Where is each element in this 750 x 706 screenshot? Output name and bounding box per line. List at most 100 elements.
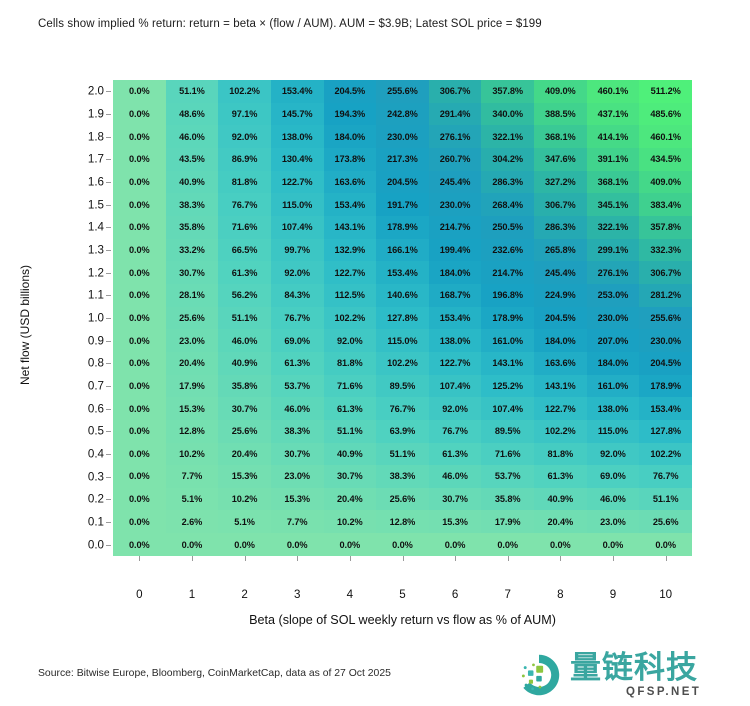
- y-axis-tick-label: 1.9: [87, 107, 104, 121]
- y-axis-tick-mark: [106, 136, 111, 138]
- y-axis-tick-label: 1.5: [87, 198, 104, 212]
- heatmap-cell: 0.0%: [428, 533, 482, 556]
- heatmap-cell: 511.2%: [639, 80, 692, 103]
- y-axis-tick-label: 0.2: [87, 492, 104, 506]
- x-axis-tick-label: 5: [399, 588, 406, 601]
- heatmap-cell: 51.1%: [323, 419, 377, 443]
- heatmap-cell: 299.1%: [586, 238, 640, 262]
- heatmap-cell: 357.8%: [639, 215, 692, 239]
- heatmap-cell: 143.1%: [481, 351, 534, 375]
- heatmap-row: 0.0% 38.3% 76.7% 115.0% 153.4% 191.7% 230.0% 26…: [113, 193, 692, 216]
- y-axis-title: Net flow (USD billions): [18, 264, 32, 386]
- heatmap-cell: 23.0%: [165, 329, 219, 352]
- x-axis-tick-label: 0: [136, 588, 143, 601]
- heatmap-row: 0.0% 43.5% 86.9% 130.4% 173.8% 217.3% 260.7% 30…: [113, 147, 692, 171]
- heatmap-cell: 409.0%: [534, 80, 587, 103]
- heatmap-cell: 92.0%: [323, 329, 377, 352]
- heatmap-row: 0.0% 30.7% 61.3% 92.0% 122.7% 153.4% 184.0% 214…: [113, 261, 692, 284]
- heatmap-cell: 99.7%: [270, 238, 324, 262]
- heatmap-cell: 20.4%: [165, 351, 219, 375]
- heatmap-row: 0.0% 17.9% 35.8% 53.7% 71.6% 89.5% 107.4% 125.2…: [113, 374, 692, 398]
- heatmap-cell: 178.9%: [481, 306, 534, 330]
- y-axis-tick-label: 0.5: [87, 424, 104, 438]
- heatmap-cell: 25.6%: [376, 487, 429, 511]
- heatmap-cell: 71.6%: [323, 374, 377, 398]
- heatmap-cell: 69.0%: [270, 329, 324, 352]
- heatmap-cell: 153.4%: [428, 306, 482, 330]
- heatmap-cell: 145.7%: [270, 102, 324, 126]
- heatmap-row: 0.0% 40.9% 81.8% 122.7% 163.6% 204.5% 245.4% 28…: [113, 170, 692, 194]
- y-axis-tick-mark: [106, 522, 111, 523]
- heatmap-cell: 40.9%: [323, 442, 377, 466]
- heatmap-cell: 250.5%: [481, 215, 534, 239]
- heatmap-cell: 291.4%: [428, 102, 482, 126]
- heatmap-row: 0.0% 0.0% 0.0% 0.0% 0.0% 0.0% 0.0% 0.0% 0.0% 0.0%…: [113, 533, 692, 556]
- heatmap-cell: 286.3%: [481, 170, 534, 194]
- y-axis-tick-mark: [106, 182, 111, 183]
- heatmap-cell: 207.0%: [586, 329, 640, 352]
- heatmap-cell: 388.5%: [534, 102, 587, 126]
- heatmap-cell: 0.0%: [165, 533, 219, 556]
- y-axis-tick-mark: [106, 250, 111, 251]
- heatmap-cell: 327.2%: [534, 170, 587, 194]
- heatmap-cell: 48.6%: [165, 102, 219, 126]
- heatmap-cell: 28.1%: [165, 283, 219, 307]
- heatmap-cell: 383.4%: [639, 193, 692, 216]
- heatmap-cell: 161.0%: [586, 374, 640, 398]
- heatmap-cell: 92.0%: [218, 125, 271, 148]
- heatmap-cell: 0.0%: [639, 533, 692, 556]
- heatmap-cell: 33.2%: [165, 238, 219, 262]
- heatmap-cell: 15.3%: [218, 465, 271, 488]
- heatmap-cell: 92.0%: [586, 442, 640, 466]
- heatmap-cell: 53.7%: [481, 465, 534, 488]
- heatmap-cell: 153.4%: [376, 261, 429, 284]
- heatmap-row: 0.0% 35.8% 71.6% 107.4% 143.1% 178.9% 214.7% 25…: [113, 215, 692, 239]
- x-axis-tick-label: 3: [293, 588, 301, 601]
- heatmap-cell: 30.7%: [270, 442, 324, 466]
- y-axis-tick-label: 1.7: [87, 152, 104, 166]
- heatmap-cell: 122.7%: [323, 261, 377, 284]
- heatmap-cell: 184.0%: [428, 261, 482, 284]
- heatmap-cell: 230.0%: [376, 125, 429, 148]
- heatmap-cell: 0.0%: [113, 374, 166, 398]
- heatmap-cell: 30.7%: [218, 397, 271, 420]
- heatmap-cell: 143.1%: [534, 374, 587, 398]
- heatmap-cell: 7.7%: [165, 465, 219, 488]
- heatmap-row: 0.0% 23.0% 46.0% 69.0% 92.0% 115.0% 138.0% 161.…: [113, 329, 692, 352]
- heatmap-cell: 38.3%: [270, 419, 324, 443]
- heatmap-cell: 61.3%: [428, 442, 482, 466]
- heatmap-cell: 434.5%: [639, 147, 692, 171]
- heatmap-cell: 368.1%: [534, 125, 587, 148]
- y-axis-tick-mark: [106, 544, 111, 546]
- heatmap-row: 0.0% 48.6% 97.1% 145.7% 194.3% 242.8% 291.4% 34…: [113, 102, 692, 126]
- heatmap-cell: 214.7%: [428, 215, 482, 239]
- x-axis-tick-label: 1: [188, 588, 196, 601]
- heatmap-cell: 460.1%: [639, 125, 692, 148]
- heatmap-cell: 178.9%: [376, 215, 429, 239]
- heatmap-cell: 15.3%: [165, 397, 219, 420]
- heatmap-row: 0.0% 25.6% 51.1% 76.7% 102.2% 127.8% 153.4% 178…: [113, 306, 692, 330]
- heatmap-cell: 0.0%: [113, 170, 166, 194]
- heatmap-cell: 276.1%: [428, 125, 482, 148]
- heatmap-cell: 230.0%: [639, 329, 692, 352]
- heatmap-cell: 81.8%: [218, 170, 271, 194]
- heatmap-cell: 115.0%: [376, 329, 429, 352]
- heatmap-cell: 125.2%: [481, 374, 534, 398]
- heatmap-cell: 23.0%: [586, 510, 640, 534]
- heatmap-cell: 357.8%: [481, 80, 534, 103]
- heatmap-cell: 255.6%: [376, 80, 429, 103]
- y-axis-tick-label: 0.1: [87, 515, 104, 529]
- heatmap-cell: 20.4%: [534, 510, 587, 534]
- y-axis-tick-mark: [106, 454, 111, 455]
- heatmap-cell: 112.5%: [323, 283, 377, 307]
- heatmap-cell: 0.0%: [218, 533, 271, 556]
- heatmap-cell: 140.6%: [376, 283, 429, 307]
- heatmap-cell: 0.0%: [113, 487, 166, 511]
- heatmap-cell: 102.2%: [639, 442, 692, 466]
- heatmap-cell: 204.5%: [534, 306, 587, 330]
- y-axis-tick-label: 1.6: [87, 175, 104, 189]
- heatmap-cell: 232.6%: [481, 238, 534, 262]
- y-axis-tick-label: 1.3: [87, 243, 104, 257]
- heatmap-cell: 61.3%: [218, 261, 271, 284]
- heatmap-cell: 163.6%: [534, 351, 587, 375]
